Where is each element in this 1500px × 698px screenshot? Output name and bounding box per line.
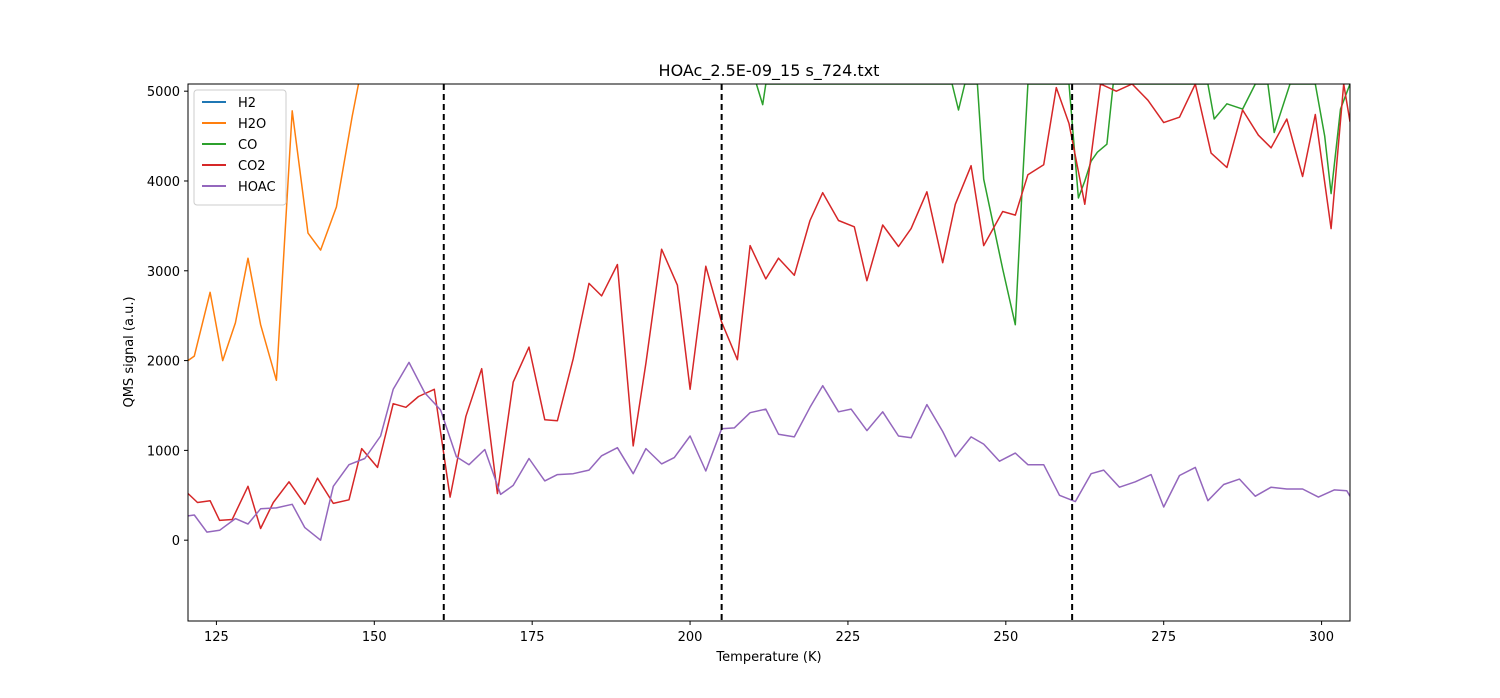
x-tick-label: 200 [678,630,703,645]
series-layer [188,84,1350,541]
y-axis: 0 1000 2000 3000 4000 5000 [147,85,188,549]
series-line-co [755,84,1350,326]
y-axis-label: QMS signal (a.u.) [122,296,137,407]
x-tick-label: 125 [204,630,229,645]
x-axis: 125 150 175 200 225 250 275 300 [204,621,1334,645]
x-tick-label: 250 [993,630,1018,645]
x-tick-label: 275 [1151,630,1176,645]
legend-label-hoac: HOAC [238,180,276,195]
series-line-hoac [188,361,1350,541]
y-tick-label: 4000 [147,175,180,190]
legend-label-co2: CO2 [238,159,266,174]
x-axis-label: Temperature (K) [715,650,821,665]
y-tick-label: 3000 [147,265,180,280]
legend-label-h2o: H2O [238,117,266,132]
legend-label-h2: H2 [238,96,256,111]
legend: H2 H2O CO CO2 HOAC [193,89,287,206]
x-tick-label: 175 [520,630,545,645]
legend-box [193,89,287,206]
y-tick-label: 0 [172,534,180,549]
x-tick-label: 225 [836,630,861,645]
y-tick-label: 5000 [147,85,180,100]
legend-label-co: CO [238,138,257,153]
x-tick-label: 150 [362,630,387,645]
y-tick-label: 1000 [147,444,180,459]
series-line-h2o [188,84,360,382]
chart-title: HOAc_2.5E-09_15 s_724.txt [659,61,880,81]
plot-frame [187,83,1351,622]
y-tick-label: 2000 [147,355,180,370]
x-tick-label: 300 [1309,630,1334,645]
